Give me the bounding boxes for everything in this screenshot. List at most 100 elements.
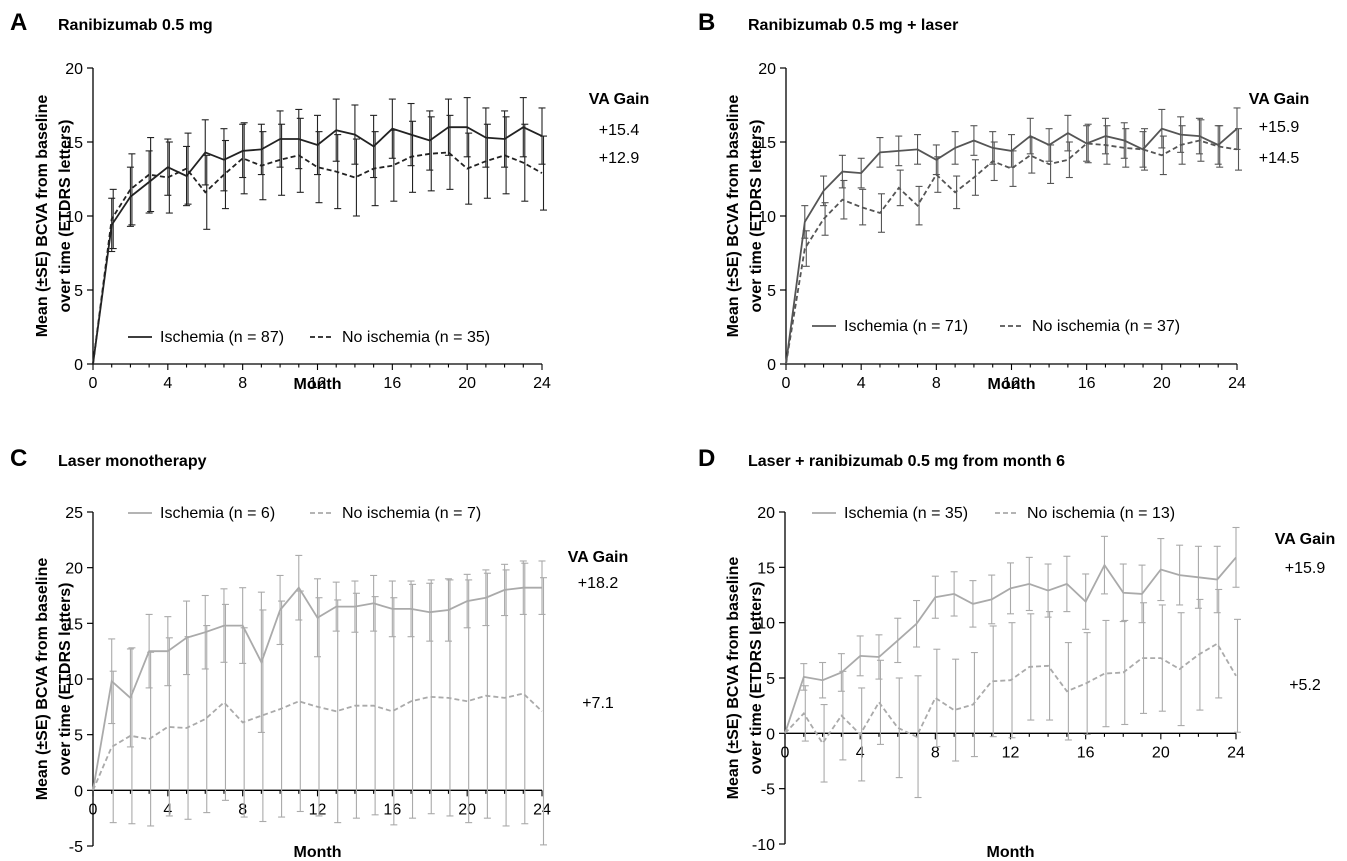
- y-axis-title: over time (ETDRS letters): [57, 120, 74, 313]
- panel-letter: A: [10, 9, 27, 36]
- legend-label: Ischemia (n = 35): [844, 505, 968, 522]
- va-gain-value: +15.9: [1259, 119, 1300, 136]
- x-tick-label: 4: [856, 744, 865, 761]
- x-tick-label: 12: [1003, 375, 1021, 392]
- y-tick-label: 5: [74, 283, 83, 300]
- y-tick-label: 5: [767, 283, 776, 300]
- x-tick-label: 4: [163, 801, 172, 818]
- x-axis-title: Month: [987, 844, 1035, 861]
- y-axis-title: over time (ETDRS letters): [57, 583, 74, 776]
- x-tick-label: 16: [1078, 375, 1096, 392]
- y-tick-label: -10: [752, 837, 775, 854]
- x-tick-label: 20: [1152, 744, 1170, 761]
- va-gain-value: +14.5: [1259, 150, 1300, 167]
- x-tick-label: 8: [238, 801, 247, 818]
- series-line: [785, 139, 1238, 365]
- series-line: [92, 126, 543, 365]
- x-tick-label: 24: [1228, 375, 1246, 392]
- panel-c: C Laser monotherapy -5 0 5 10 15 20 25 0 4 8 12 16 20 2…: [10, 445, 628, 861]
- x-tick-label: 0: [782, 375, 791, 392]
- panel-d: D Laser + ranibizumab 0.5 mg from month 6…: [698, 445, 1335, 861]
- series-line: [92, 586, 542, 791]
- x-tick-label: 20: [458, 801, 476, 818]
- y-tick-label: 0: [767, 357, 776, 374]
- va-gain-value: +15.4: [599, 122, 640, 139]
- va-gain-title: VA Gain: [568, 549, 628, 566]
- y-tick-label: 15: [758, 135, 776, 152]
- x-tick-label: 24: [533, 375, 551, 392]
- series-no-ischemia: [784, 588, 1241, 799]
- series-ischemia: [784, 526, 1240, 734]
- va-gain-title: VA Gain: [1249, 91, 1309, 108]
- y-axis-title: Mean (±SE) BCVA from baseline: [34, 558, 51, 801]
- panel-a: A Ranibizumab 0.5 mg 0 5 10 15 20 0 4 8 12 16 20 24 Mo…: [10, 9, 649, 393]
- legend-label: Ischemia (n = 6): [160, 505, 275, 522]
- x-tick-label: 16: [1077, 744, 1095, 761]
- x-axis-title: Month: [294, 376, 342, 393]
- x-tick-label: 0: [781, 744, 790, 761]
- x-tick-label: 0: [89, 801, 98, 818]
- panel-b: B Ranibizumab 0.5 mg + laser 0 5 10 15 20 0 4 8 12…: [698, 9, 1309, 393]
- y-axis-title: Mean (±SE) BCVA from baseline: [34, 95, 51, 338]
- legend-label: No ischemia (n = 13): [1027, 505, 1175, 522]
- series-line: [92, 692, 543, 791]
- va-gain-title: VA Gain: [589, 91, 649, 108]
- y-tick-label: 0: [766, 726, 775, 743]
- y-axis-title: Mean (±SE) BCVA from baseline: [725, 557, 742, 800]
- y-tick-label: -5: [69, 839, 83, 856]
- panel-title: Ranibizumab 0.5 mg + laser: [748, 17, 958, 34]
- x-tick-label: 20: [458, 375, 476, 392]
- x-tick-label: 12: [309, 375, 327, 392]
- series-line: [784, 642, 1237, 745]
- x-tick-label: 12: [1002, 744, 1020, 761]
- y-tick-label: 10: [65, 672, 83, 689]
- y-tick-label: 15: [757, 560, 775, 577]
- x-axis-title: Month: [294, 844, 342, 861]
- va-gain-title: VA Gain: [1275, 531, 1335, 548]
- x-tick-label: 8: [238, 375, 247, 392]
- y-tick-label: 0: [74, 357, 83, 374]
- panel-title: Ranibizumab 0.5 mg: [58, 17, 213, 34]
- y-axis-title: over time (ETDRS letters): [748, 120, 765, 313]
- x-tick-label: 16: [383, 801, 401, 818]
- series-line: [784, 556, 1237, 734]
- va-gain-value: +15.9: [1285, 560, 1326, 577]
- x-tick-label: 24: [1227, 744, 1245, 761]
- panel-title: Laser monotherapy: [58, 453, 207, 470]
- panel-letter: C: [10, 445, 27, 472]
- legend-label: Ischemia (n = 87): [160, 329, 284, 346]
- series-no-ischemia: [92, 562, 547, 846]
- series-no-ischemia: [785, 119, 1242, 365]
- x-axis-title: Month: [988, 376, 1036, 393]
- y-tick-label: 5: [74, 728, 83, 745]
- panel-letter: D: [698, 445, 715, 472]
- y-tick-label: 5: [766, 671, 775, 688]
- y-tick-label: 15: [65, 616, 83, 633]
- va-gain-value: +5.2: [1289, 677, 1321, 694]
- x-tick-label: 8: [932, 375, 941, 392]
- va-gain-value: +7.1: [582, 695, 614, 712]
- legend-label: Ischemia (n = 71): [844, 318, 968, 335]
- y-axis-title: Mean (±SE) BCVA from baseline: [725, 95, 742, 338]
- y-tick-label: 10: [757, 616, 775, 633]
- panel-letter: B: [698, 9, 715, 36]
- x-tick-label: 8: [931, 744, 940, 761]
- x-tick-label: 4: [163, 375, 172, 392]
- x-tick-label: 20: [1153, 375, 1171, 392]
- y-tick-label: 15: [65, 135, 83, 152]
- legend-label: No ischemia (n = 7): [342, 505, 481, 522]
- va-gain-value: +18.2: [578, 575, 619, 592]
- x-tick-label: 0: [89, 375, 98, 392]
- y-tick-label: 20: [65, 61, 83, 78]
- y-tick-label: 20: [758, 61, 776, 78]
- legend-label: No ischemia (n = 35): [342, 329, 490, 346]
- x-tick-label: 12: [309, 801, 327, 818]
- panel-title: Laser + ranibizumab 0.5 mg from month 6: [748, 453, 1065, 470]
- y-tick-label: 20: [65, 561, 83, 578]
- series-line: [92, 151, 543, 365]
- y-tick-label: 0: [74, 783, 83, 800]
- va-gain-value: +12.9: [599, 150, 640, 167]
- x-tick-label: 24: [533, 801, 551, 818]
- y-tick-label: 20: [757, 505, 775, 522]
